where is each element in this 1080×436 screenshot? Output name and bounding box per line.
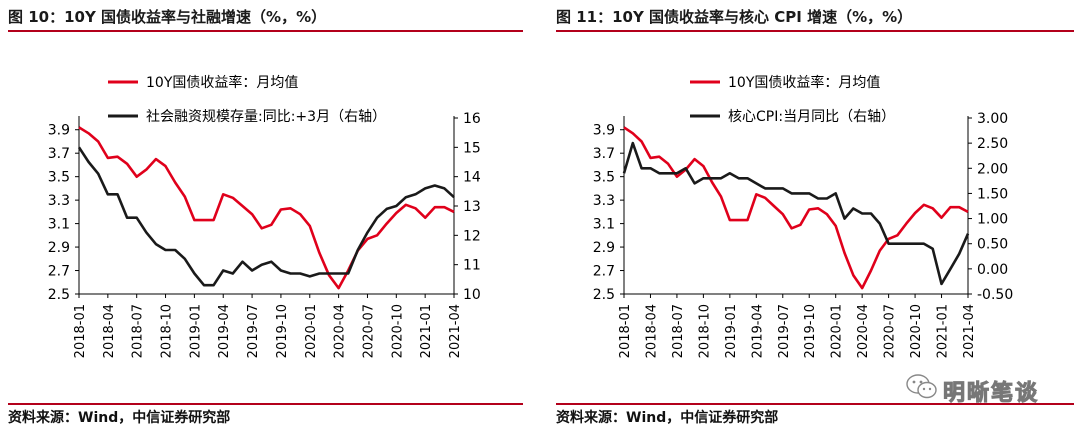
x-tick-label: 2019-07 — [246, 304, 261, 358]
y-tick-label-left: 2.9 — [48, 240, 70, 256]
x-tick-label: 2018-01 — [73, 304, 88, 358]
x-tick-label: 2020-04 — [856, 304, 871, 358]
x-tick-label: 2018-04 — [102, 304, 117, 358]
legend-label: 核心CPI:当月同比（右轴） — [728, 109, 895, 125]
legend-label: 10Y国债收益率：月均值 — [728, 74, 880, 91]
x-tick-label: 2021-01 — [419, 304, 434, 358]
x-tick-label: 2020-07 — [361, 304, 376, 358]
series-line-yield — [623, 126, 969, 290]
x-tick-label: 2019-10 — [275, 304, 290, 358]
y-tick-label-left: 3.5 — [593, 170, 615, 186]
x-tick-label: 2018-10 — [160, 304, 175, 358]
source-note-left: 资料来源：Wind，中信证券研究部 — [8, 410, 231, 426]
x-tick-label: 2019-07 — [777, 304, 792, 358]
wechat-icon — [906, 374, 937, 399]
series-line-secondary — [77, 146, 455, 287]
source-rule-right — [556, 403, 1074, 405]
watermark: 明晰笔谈 — [905, 373, 1038, 407]
x-tick-label: 2019-01 — [188, 304, 203, 358]
x-tick-label: 2018-04 — [644, 304, 659, 358]
y-tick-label-right: 12 — [463, 228, 481, 244]
x-tick-label: 2020-10 — [390, 304, 405, 358]
y-tick-label-right: 0.00 — [977, 262, 1008, 278]
source-note-right: 资料来源：Wind，中信证券研究部 — [556, 410, 779, 426]
x-tick-label: 2020-01 — [830, 304, 845, 358]
chart-title-left: 图 10：10Y 国债收益率与社融增速（%，%） — [8, 8, 327, 26]
x-tick-label: 2020-07 — [883, 304, 898, 358]
x-tick-label: 2020-10 — [909, 304, 924, 358]
y-tick-label-right: 15 — [463, 140, 481, 156]
y-tick-label-right: 3.00 — [977, 111, 1008, 127]
title-rule-left — [8, 30, 523, 32]
y-tick-label-right: 2.50 — [977, 136, 1008, 152]
y-tick-label-left: 3.1 — [593, 217, 615, 233]
y-tick-label-left: 3.3 — [48, 193, 70, 209]
x-tick-label: 2020-01 — [304, 304, 319, 358]
y-tick-label-left: 2.5 — [593, 287, 615, 303]
x-tick-label: 2020-04 — [333, 304, 348, 358]
chart-left: 2.5 2.7 2.9 3.1 3.3 3.5 3.7 3.9 10 11 12 13 14 15 16 20… — [48, 74, 481, 358]
y-tick-label-right: 13 — [463, 199, 481, 215]
x-tick-label: 2019-04 — [217, 304, 232, 358]
y-tick-label-left: 2.7 — [593, 264, 615, 280]
x-tick-label: 2019-04 — [750, 304, 765, 358]
x-tick-label: 2018-07 — [131, 304, 146, 358]
y-tick-label-left: 3.9 — [593, 123, 615, 139]
x-tick-label: 2021-01 — [936, 304, 951, 358]
y-tick-label-left: 3.7 — [48, 146, 70, 162]
x-tick-label: 2021-04 — [962, 304, 977, 358]
x-tick-label: 2018-10 — [697, 304, 712, 358]
chart-right: 2.5 2.7 2.9 3.1 3.3 3.5 3.7 3.9 -0.50 0.00 0.50 1.0… — [593, 74, 1014, 358]
y-tick-label-right: 16 — [463, 111, 481, 127]
y-tick-label-left: 3.9 — [48, 123, 70, 139]
y-tick-label-left: 2.5 — [48, 287, 70, 303]
legend-label: 10Y国债收益率：月均值 — [146, 74, 298, 91]
y-tick-label-right: 1.50 — [977, 186, 1008, 202]
y-tick-label-left: 2.7 — [48, 264, 70, 280]
y-tick-label-left: 3.5 — [48, 170, 70, 186]
series-line-secondary — [622, 141, 970, 286]
source-rule-left — [8, 403, 523, 405]
y-tick-label-right: 14 — [463, 170, 481, 186]
y-tick-label-right: 0.50 — [977, 237, 1008, 253]
x-tick-label: 2021-04 — [448, 304, 463, 358]
chart-title-right: 图 11：10Y 国债收益率与核心 CPI 增速（%，%） — [556, 8, 913, 26]
y-tick-label-right: 11 — [463, 258, 481, 274]
y-tick-label-left: 2.9 — [593, 240, 615, 256]
y-tick-label-right: 10 — [463, 287, 481, 303]
x-tick-label: 2019-01 — [724, 304, 739, 358]
watermark-text: 明晰笔谈 — [942, 381, 1040, 407]
series-line-yield — [78, 126, 455, 290]
title-rule-right — [556, 30, 1074, 32]
y-tick-label-left: 3.1 — [48, 217, 70, 233]
y-tick-label-right: 1.00 — [977, 212, 1008, 228]
x-tick-label: 2018-07 — [671, 304, 686, 358]
x-tick-label: 2018-01 — [618, 304, 633, 358]
y-tick-label-right: 2.00 — [977, 161, 1008, 177]
legend-label: 社会融资规模存量:同比:+3月（右轴） — [146, 109, 386, 125]
x-tick-label: 2019-10 — [803, 304, 818, 358]
y-tick-label-right: -0.50 — [977, 287, 1013, 303]
y-tick-label-left: 3.3 — [593, 193, 615, 209]
y-tick-label-left: 3.7 — [593, 146, 615, 162]
